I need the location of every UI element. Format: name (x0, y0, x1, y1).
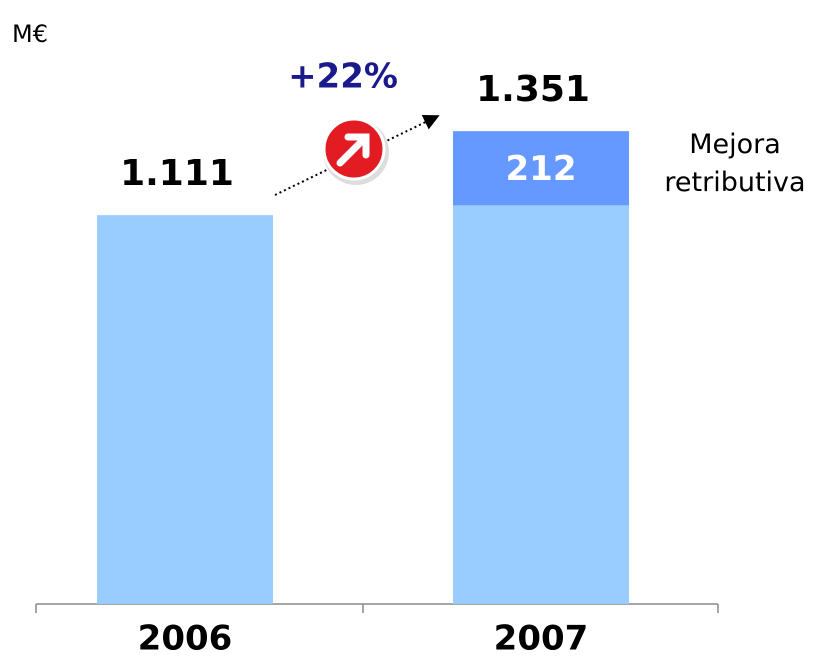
unit-label: M€ (12, 20, 48, 48)
bar-segment (453, 131, 629, 206)
growth-annotation: +22% (288, 57, 398, 97)
segment-label: Mejora retributiva (664, 129, 806, 198)
x-tick-label: 2007 (494, 619, 589, 656)
data-label: 212 (506, 149, 577, 189)
bar-segment (97, 215, 273, 604)
x-tick-label: 2006 (138, 619, 233, 656)
x-axis (35, 603, 719, 613)
total-label: 1.111 (120, 153, 234, 194)
bar-segment (453, 205, 629, 604)
growth-icon (322, 117, 389, 185)
total-label: 1.351 (476, 69, 590, 110)
